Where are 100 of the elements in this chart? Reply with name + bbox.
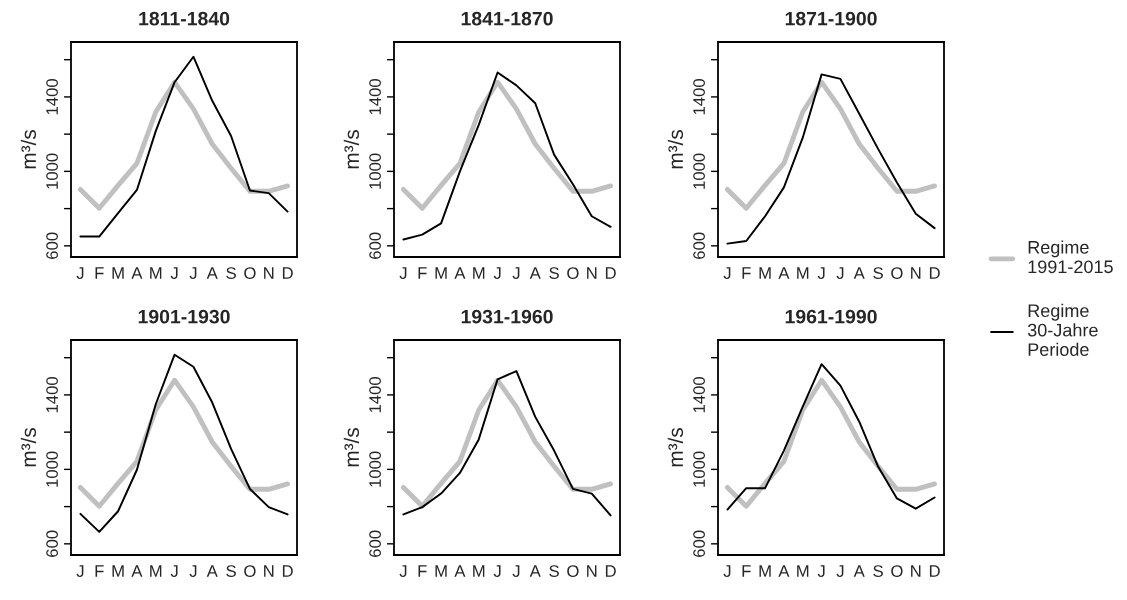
y-tick-label: 1000 — [46, 153, 58, 189]
x-tick-label: S — [549, 267, 559, 279]
y-axis-title: m³/s — [343, 428, 360, 467]
x-tick-label: J — [836, 565, 844, 577]
x-tick-label: A — [529, 565, 541, 577]
x-tick-label: J — [493, 267, 501, 279]
x-tick-label: N — [911, 267, 921, 279]
x-tick-label: D — [929, 267, 940, 279]
x-tick-label: M — [435, 565, 447, 577]
y-tick-label: 1000 — [693, 153, 705, 189]
legend-label: Regime 30-Jahre Periode — [1027, 303, 1098, 356]
y-axis-title: m³/s — [343, 130, 360, 169]
x-tick-label: J — [189, 267, 197, 279]
x-tick-label: A — [454, 267, 466, 279]
x-tick-label: M — [150, 267, 162, 279]
x-tick-label: M — [797, 565, 809, 577]
x-tick-label: A — [853, 267, 865, 279]
x-tick-label: J — [189, 565, 197, 577]
x-tick-label: J — [512, 267, 520, 279]
x-tick-label: A — [206, 565, 218, 577]
y-tick-label: 1000 — [693, 451, 705, 487]
y-tick-label: 1000 — [46, 451, 58, 487]
x-tick-label: F — [95, 565, 104, 577]
chart-title: 1931-1960 — [461, 309, 553, 324]
line-series — [77, 79, 291, 211]
line-series — [402, 71, 612, 241]
x-tick-label: J — [76, 267, 84, 279]
line-series — [77, 377, 291, 509]
y-tick-label: 600 — [369, 530, 381, 557]
chart-title: 1811-1840 — [139, 11, 230, 26]
y-tick-label: 1000 — [369, 153, 381, 189]
x-tick-label: S — [873, 565, 883, 577]
x-tick-label: A — [778, 565, 790, 577]
x-tick-label: M — [112, 565, 124, 577]
x-tick-label: J — [817, 267, 825, 279]
x-tick-label: J — [170, 565, 178, 577]
x-tick-label: O — [244, 267, 256, 279]
y-tick-label: 1000 — [369, 451, 381, 487]
chart-title: 1841-1870 — [461, 11, 553, 26]
y-tick-label: 1400 — [369, 79, 381, 115]
x-tick-label: M — [112, 267, 124, 279]
x-tick-label: S — [873, 267, 883, 279]
x-tick-label: N — [587, 267, 597, 279]
x-tick-label: A — [778, 267, 790, 279]
line-series — [79, 55, 289, 238]
y-axis-title: m³/s — [20, 428, 37, 467]
y-tick-label: 1400 — [693, 377, 705, 413]
x-tick-label: S — [549, 565, 559, 577]
x-tick-label: O — [891, 267, 903, 279]
x-tick-label: J — [493, 565, 501, 577]
x-tick-label: A — [454, 565, 466, 577]
x-tick-label: M — [473, 267, 485, 279]
line-series — [79, 353, 289, 533]
line-series — [724, 79, 938, 211]
x-tick-label: A — [131, 267, 143, 279]
line-series — [726, 73, 936, 245]
x-tick-label: M — [759, 565, 771, 577]
x-tick-label: D — [282, 565, 293, 577]
x-tick-label: J — [399, 565, 407, 577]
y-tick-label: 600 — [693, 530, 705, 557]
x-tick-label: M — [435, 267, 447, 279]
x-tick-label: S — [226, 267, 236, 279]
x-tick-label: J — [723, 565, 731, 577]
y-tick-label: 1400 — [46, 377, 58, 413]
x-tick-label: O — [891, 565, 903, 577]
y-tick-label: 1400 — [693, 79, 705, 115]
x-tick-label: N — [264, 565, 274, 577]
x-tick-label: J — [817, 565, 825, 577]
y-tick-label: 1400 — [369, 377, 381, 413]
x-tick-label: N — [911, 565, 921, 577]
x-tick-label: O — [567, 565, 579, 577]
y-axis-title: m³/s — [20, 130, 37, 169]
x-tick-label: F — [418, 267, 427, 279]
x-tick-label: F — [742, 267, 751, 279]
x-tick-label: M — [797, 267, 809, 279]
y-tick-label: 600 — [369, 232, 381, 259]
x-tick-label: N — [587, 565, 597, 577]
x-tick-label: M — [473, 565, 485, 577]
x-tick-label: J — [399, 267, 407, 279]
x-tick-label: F — [418, 565, 427, 577]
x-tick-label: N — [264, 267, 274, 279]
x-tick-label: D — [929, 565, 940, 577]
x-tick-label: J — [512, 565, 520, 577]
legend-label: Regime 1991-2015 — [1028, 240, 1113, 274]
x-tick-label: O — [567, 267, 579, 279]
x-tick-label: F — [95, 267, 104, 279]
x-tick-label: D — [605, 565, 616, 577]
y-axis-title: m³/s — [667, 428, 684, 467]
y-tick-label: 600 — [46, 530, 58, 557]
y-tick-label: 600 — [693, 232, 705, 259]
y-axis-title: m³/s — [667, 130, 684, 169]
x-tick-label: A — [529, 267, 541, 279]
x-tick-label: S — [226, 565, 236, 577]
x-tick-label: D — [605, 267, 616, 279]
chart-title: 1871-1900 — [785, 11, 877, 26]
x-tick-label: J — [76, 565, 84, 577]
x-tick-label: J — [723, 267, 731, 279]
x-tick-label: F — [742, 565, 751, 577]
chart-title: 1961-1990 — [785, 309, 877, 324]
line-series — [400, 79, 614, 211]
